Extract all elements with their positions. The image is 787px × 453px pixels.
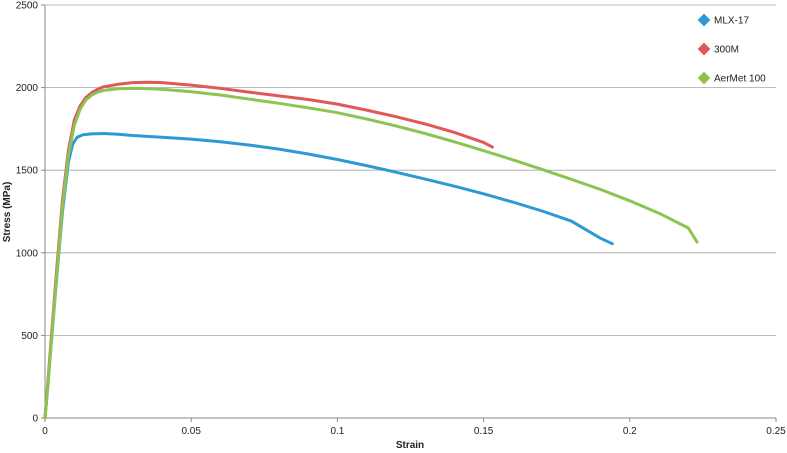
y-tick-label-2: 1000	[16, 248, 39, 259]
x-tick-label-0: 0	[42, 426, 48, 437]
x-tick-label-4: 0.2	[623, 426, 637, 437]
x-tick-label-3: 0.15	[474, 426, 494, 437]
y-tick-label-3: 1500	[16, 166, 39, 177]
y-tick-label-5: 2500	[16, 1, 39, 12]
tick-labels: 0 500 1000 1500 2000 2500 0 0.05 0.1 0.15 0.2 0.25	[16, 1, 786, 438]
x-tick-label-1: 0.05	[181, 426, 201, 437]
legend-marker-mlx-17	[697, 13, 711, 27]
x-tick-label-5: 0.25	[766, 426, 786, 437]
axes	[41, 4, 777, 422]
gridlines	[45, 4, 776, 336]
series-line-aermet-100	[43, 86, 699, 420]
legend-marker-300m	[697, 42, 711, 56]
legend: MLX-17 300M AerMet 100	[697, 13, 766, 85]
y-tick-label-0: 0	[32, 414, 38, 425]
y-tick-label-1: 500	[21, 331, 38, 342]
series-line-mlx-17	[43, 132, 614, 420]
x-axis-title: Strain	[396, 440, 424, 451]
y-axis-title: Stress (MPa)	[2, 182, 13, 243]
legend-label-aermet-100: AerMet 100	[714, 74, 766, 85]
legend-marker-aermet-100	[697, 71, 711, 85]
legend-label-mlx-17: MLX-17	[714, 16, 749, 27]
data-series	[43, 80, 699, 420]
x-tick-label-2: 0.1	[330, 426, 344, 437]
y-tick-label-4: 2000	[16, 83, 39, 94]
legend-label-300m: 300M	[714, 45, 739, 56]
